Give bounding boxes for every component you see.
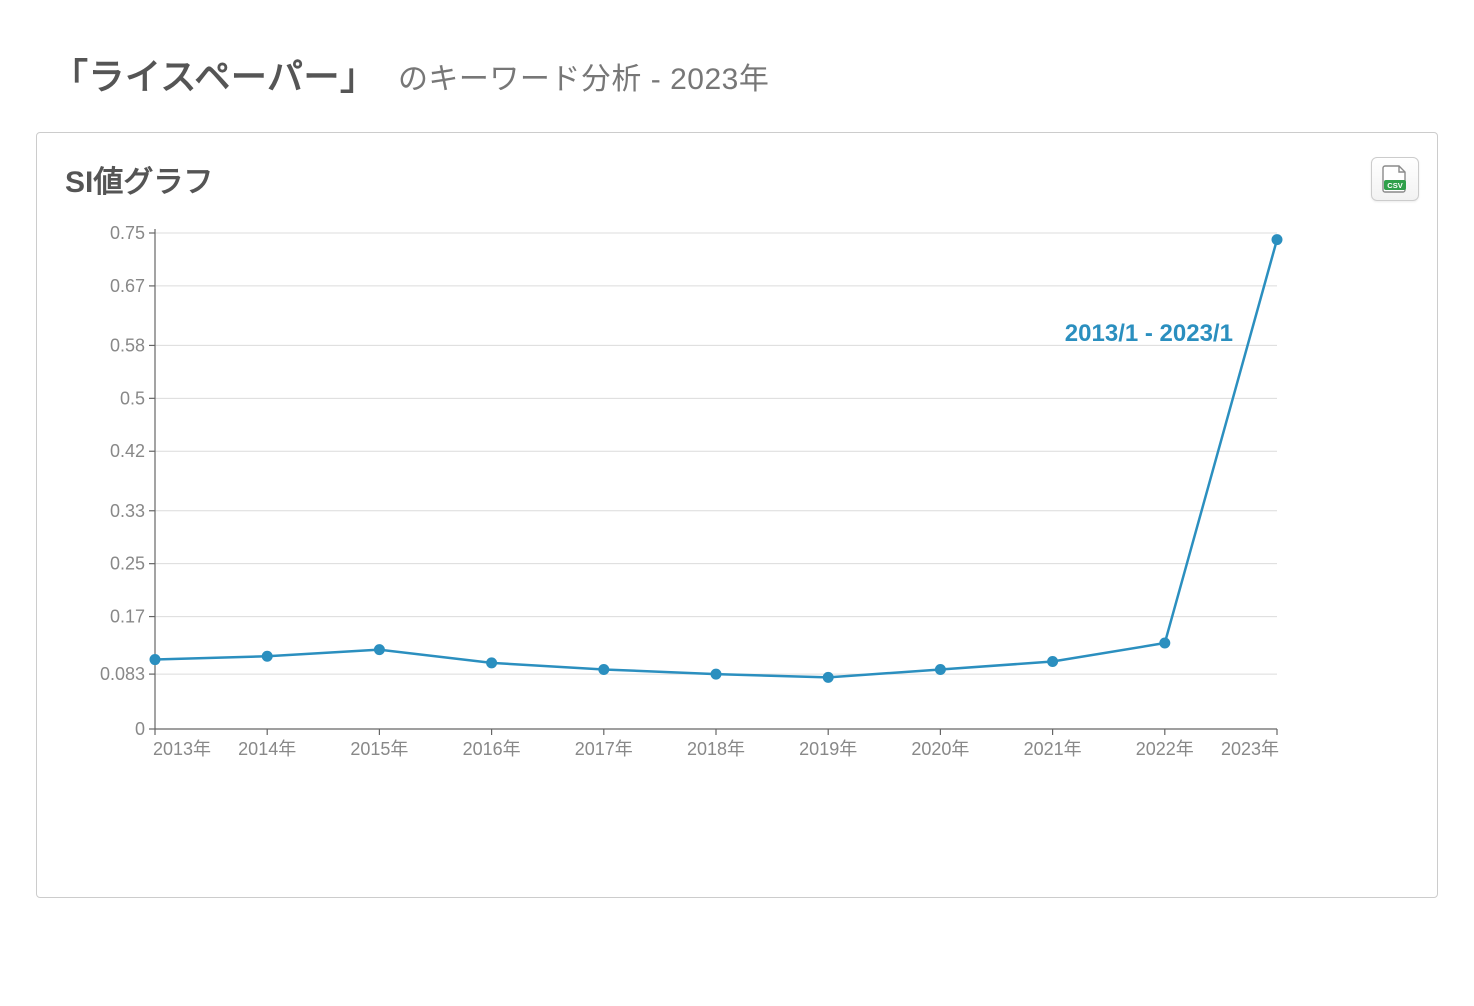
- x-tick-label: 2016年: [463, 739, 521, 759]
- x-tick-label: 2013年: [153, 739, 211, 759]
- page-title: 「ライスペーパー」 のキーワード分析 - 2023年: [52, 48, 1438, 100]
- y-tick-label: 0.083: [100, 664, 145, 684]
- x-tick-label: 2017年: [575, 739, 633, 759]
- si-chart: 0 0.083 0.17 0.25 0.33 0.42 0.5 0.58 0.67 0.75 201…: [55, 217, 1419, 857]
- x-tick-label: 2021年: [1024, 739, 1082, 759]
- chart-panel: SI値グラフ CSV 0 0.083 0.17 0.25 0.33 0.42 0.5 0.58…: [36, 132, 1438, 898]
- data-point: [262, 651, 272, 661]
- y-tick-label: 0.25: [110, 554, 145, 574]
- y-tick-label: 0.75: [110, 223, 145, 243]
- x-tick-label: 2019年: [799, 739, 857, 759]
- x-tick-label: 2015年: [350, 739, 408, 759]
- data-point: [823, 672, 833, 682]
- y-tick-label: 0.58: [110, 335, 145, 355]
- y-tick-label: 0.67: [110, 276, 145, 296]
- x-tick-label: 2020年: [911, 739, 969, 759]
- panel-header: SI値グラフ CSV: [55, 157, 1419, 201]
- data-point: [1272, 235, 1282, 245]
- csv-export-button[interactable]: CSV: [1371, 157, 1419, 201]
- keyword-text: 「ライスペーパー」: [52, 56, 377, 97]
- data-point: [599, 664, 609, 674]
- data-point: [150, 655, 160, 665]
- chart-svg: 0 0.083 0.17 0.25 0.33 0.42 0.5 0.58 0.67 0.75 201…: [55, 217, 1285, 777]
- y-tick-label: 0.42: [110, 441, 145, 461]
- data-point: [1048, 657, 1058, 667]
- series-line: [155, 240, 1277, 678]
- title-suffix: のキーワード分析 - 2023年: [398, 63, 769, 96]
- data-point: [487, 658, 497, 668]
- csv-icon: CSV: [1379, 164, 1411, 194]
- panel-title: SI値グラフ: [65, 157, 213, 201]
- y-tick-label: 0: [135, 719, 145, 739]
- y-tick-label: 0.33: [110, 501, 145, 521]
- data-point: [374, 645, 384, 655]
- csv-badge-text: CSV: [1387, 181, 1402, 190]
- series-label: 2013/1 - 2023/1: [1065, 320, 1233, 348]
- data-point: [935, 664, 945, 674]
- x-tick-label: 2018年: [687, 739, 745, 759]
- data-point: [1160, 638, 1170, 648]
- x-tick-label: 2023年: [1221, 739, 1279, 759]
- y-tick-label: 0.5: [120, 388, 145, 408]
- y-tick-label: 0.17: [110, 607, 145, 627]
- x-tick-label: 2022年: [1136, 739, 1194, 759]
- x-tick-label: 2014年: [238, 739, 296, 759]
- data-point: [711, 669, 721, 679]
